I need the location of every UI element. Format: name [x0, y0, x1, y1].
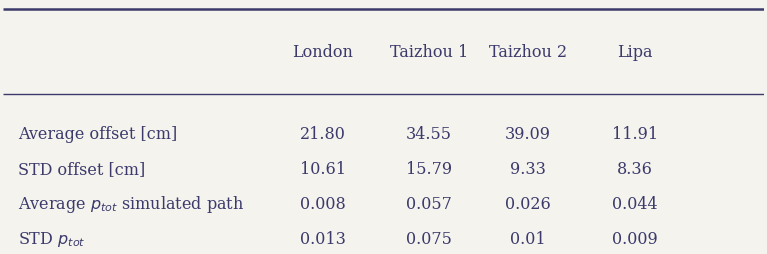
Text: 9.33: 9.33 [510, 161, 546, 178]
Text: 15.79: 15.79 [406, 161, 453, 178]
Text: STD $p_{tot}$: STD $p_{tot}$ [18, 229, 86, 248]
Text: 8.36: 8.36 [617, 161, 653, 178]
Text: 0.075: 0.075 [407, 230, 452, 247]
Text: 0.057: 0.057 [407, 196, 452, 213]
Text: 0.013: 0.013 [300, 230, 345, 247]
Text: 10.61: 10.61 [300, 161, 346, 178]
Text: Lipa: Lipa [617, 44, 653, 61]
Text: Taizhou 1: Taizhou 1 [390, 44, 469, 61]
Text: Taizhou 2: Taizhou 2 [489, 44, 568, 61]
Text: 0.026: 0.026 [505, 196, 551, 213]
Text: STD offset [cm]: STD offset [cm] [18, 161, 145, 178]
Text: Average offset [cm]: Average offset [cm] [18, 126, 177, 143]
Text: London: London [292, 44, 353, 61]
Text: 11.91: 11.91 [612, 126, 658, 143]
Text: 0.01: 0.01 [510, 230, 546, 247]
Text: 0.009: 0.009 [612, 230, 657, 247]
Text: 0.044: 0.044 [612, 196, 657, 213]
Text: 39.09: 39.09 [505, 126, 551, 143]
Text: 21.80: 21.80 [300, 126, 345, 143]
Text: Average $p_{tot}$ simulated path: Average $p_{tot}$ simulated path [18, 194, 244, 214]
Text: 0.008: 0.008 [300, 196, 345, 213]
Text: 34.55: 34.55 [407, 126, 453, 143]
